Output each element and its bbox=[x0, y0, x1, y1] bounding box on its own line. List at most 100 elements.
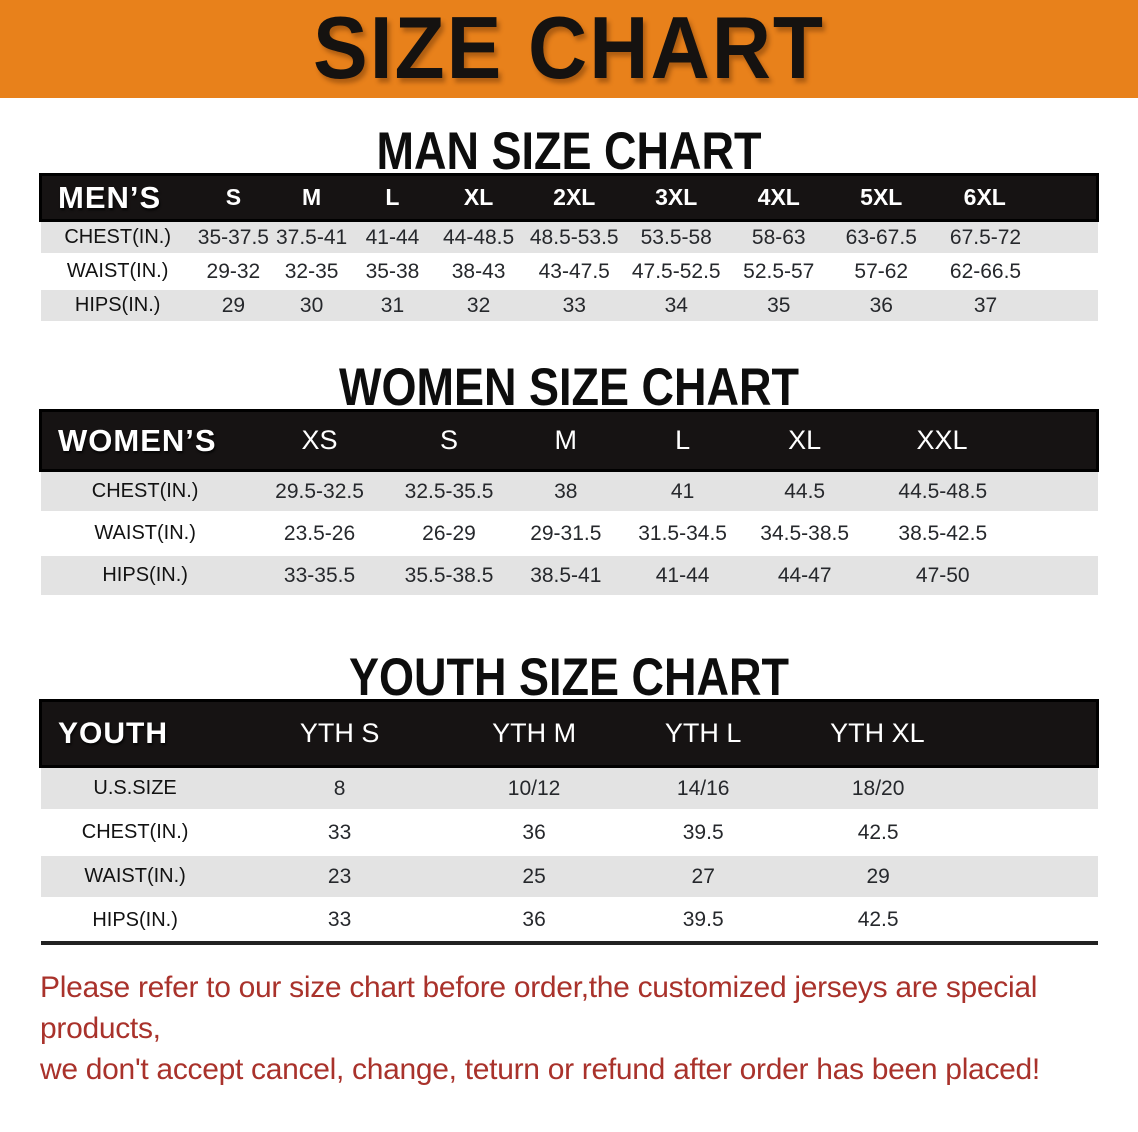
table-header-row: MEN’S S M L XL 2XL 3XL 4XL 5XL 6XL bbox=[38, 173, 1099, 222]
size-cell: 41-44 bbox=[351, 220, 434, 256]
size-cell: 41 bbox=[622, 470, 743, 514]
row-label: WAIST(IN.) bbox=[40, 512, 250, 556]
size-cell: 32 bbox=[433, 288, 524, 324]
size-cell: 43-47.5 bbox=[523, 254, 625, 290]
size-cell: 44.5 bbox=[742, 470, 868, 514]
size-column-header: 5XL bbox=[830, 173, 933, 222]
size-cell: 33 bbox=[229, 810, 450, 856]
banner: SIZE CHART bbox=[0, 0, 1138, 98]
youth-size-table: YOUTH YTH S YTH M YTH L YTH XL U.S.SIZE 8 10/12… bbox=[38, 699, 1099, 945]
size-cell: 42.5 bbox=[787, 810, 1098, 856]
size-cell: 42.5 bbox=[787, 898, 1098, 944]
size-cell: 33 bbox=[229, 898, 450, 944]
size-column-header: 6XL bbox=[932, 173, 1099, 222]
row-label: CHEST(IN.) bbox=[40, 810, 230, 856]
size-cell: 32-35 bbox=[271, 254, 352, 290]
size-cell: 38-43 bbox=[433, 254, 524, 290]
size-cell: 36 bbox=[449, 810, 619, 856]
size-cell: 41-44 bbox=[622, 554, 743, 598]
size-cell: 34 bbox=[624, 288, 728, 324]
size-cell: 35 bbox=[727, 288, 831, 324]
size-cell: 44-48.5 bbox=[433, 220, 524, 256]
order-notice-line2: we don't accept cancel, change, teturn o… bbox=[40, 1053, 1040, 1087]
size-cell: 38.5-41 bbox=[508, 554, 623, 598]
size-cell: 62-66.5 bbox=[932, 254, 1098, 290]
size-cell: 35-38 bbox=[351, 254, 434, 290]
size-cell: 57-62 bbox=[830, 254, 933, 290]
table-header-row: YOUTH YTH S YTH M YTH L YTH XL bbox=[38, 699, 1099, 768]
row-label: CHEST(IN.) bbox=[40, 220, 195, 256]
men-size-table: MEN’S S M L XL 2XL 3XL 4XL 5XL 6XL CHEST(IN.) 35-37… bbox=[38, 173, 1099, 324]
size-cell: 39.5 bbox=[618, 898, 788, 944]
size-cell: 37.5-41 bbox=[271, 220, 352, 256]
size-cell: 47.5-52.5 bbox=[624, 254, 728, 290]
table-row: CHEST(IN.) 33 36 39.5 42.5 bbox=[40, 810, 1098, 856]
size-column-header: S bbox=[389, 409, 509, 472]
size-cell: 36 bbox=[830, 288, 933, 324]
size-column-header: L bbox=[622, 409, 743, 472]
size-column-header: YTH M bbox=[449, 699, 619, 768]
table-row: WAIST(IN.) 29-32 32-35 35-38 38-43 43-47.5 47.… bbox=[40, 254, 1098, 290]
size-cell: 14/16 bbox=[618, 766, 788, 812]
row-label: HIPS(IN.) bbox=[40, 898, 230, 944]
size-column-header: YTH XL bbox=[787, 699, 1099, 768]
size-cell: 63-67.5 bbox=[830, 220, 933, 256]
row-label: WAIST(IN.) bbox=[40, 254, 195, 290]
table-corner-label: MEN’S bbox=[38, 173, 195, 222]
size-cell: 31 bbox=[351, 288, 434, 324]
size-cell: 35.5-38.5 bbox=[389, 554, 509, 598]
table-row: WAIST(IN.) 23 25 27 29 bbox=[40, 854, 1098, 900]
table-row: HIPS(IN.) 33 36 39.5 42.5 bbox=[40, 898, 1098, 944]
size-cell: 47-50 bbox=[867, 554, 1098, 598]
youth-size-chart-heading: YOUTH SIZE CHART bbox=[348, 646, 789, 707]
women-size-table: WOMEN’S XS S M L XL XXL CHEST(IN.) 29.5-32.5 32.5… bbox=[38, 409, 1100, 598]
table-header-row: WOMEN’S XS S M L XL XXL bbox=[38, 409, 1100, 472]
size-cell: 34.5-38.5 bbox=[742, 512, 868, 556]
size-column-header: 4XL bbox=[727, 173, 831, 222]
row-label: U.S.SIZE bbox=[40, 766, 230, 812]
size-cell: 29-31.5 bbox=[508, 512, 623, 556]
size-cell: 8 bbox=[229, 766, 450, 812]
size-cell: 44.5-48.5 bbox=[867, 470, 1098, 514]
size-column-header: S bbox=[194, 173, 272, 222]
size-cell: 38 bbox=[508, 470, 623, 514]
order-notice: Please refer to our size chart before or… bbox=[40, 967, 1100, 1091]
table-row: WAIST(IN.) 23.5-26 26-29 29-31.5 31.5-34.5 34… bbox=[40, 512, 1098, 556]
size-column-header: YTH L bbox=[618, 699, 788, 768]
size-cell: 10/12 bbox=[449, 766, 619, 812]
size-cell: 37 bbox=[932, 288, 1098, 324]
size-cell: 23.5-26 bbox=[249, 512, 390, 556]
size-cell: 25 bbox=[449, 854, 619, 900]
row-label: HIPS(IN.) bbox=[40, 554, 250, 598]
table-row: CHEST(IN.) 35-37.5 37.5-41 41-44 44-48.5 48.5… bbox=[40, 220, 1098, 256]
size-cell: 33 bbox=[523, 288, 625, 324]
size-column-header: M bbox=[508, 409, 623, 472]
table-row: HIPS(IN.) 33-35.5 35.5-38.5 38.5-41 41-44 44-… bbox=[40, 554, 1098, 598]
size-column-header: 3XL bbox=[624, 173, 728, 222]
size-column-header: YTH S bbox=[229, 699, 450, 768]
size-cell: 26-29 bbox=[389, 512, 509, 556]
size-cell: 33-35.5 bbox=[249, 554, 390, 598]
size-cell: 67.5-72 bbox=[932, 220, 1098, 256]
row-label: WAIST(IN.) bbox=[40, 854, 230, 900]
size-cell: 29 bbox=[194, 288, 272, 324]
table-corner-label: WOMEN’S bbox=[38, 409, 250, 472]
row-label: CHEST(IN.) bbox=[40, 470, 250, 514]
size-cell: 44-47 bbox=[742, 554, 868, 598]
row-label: HIPS(IN.) bbox=[40, 288, 195, 324]
size-cell: 29-32 bbox=[194, 254, 272, 290]
size-cell: 53.5-58 bbox=[624, 220, 728, 256]
size-cell: 18/20 bbox=[787, 766, 1098, 812]
table-row: U.S.SIZE 8 10/12 14/16 18/20 bbox=[40, 766, 1098, 812]
size-column-header: M bbox=[271, 173, 352, 222]
size-cell: 30 bbox=[271, 288, 352, 324]
size-cell: 52.5-57 bbox=[727, 254, 831, 290]
banner-title: SIZE CHART bbox=[313, 0, 825, 98]
women-size-chart-heading: WOMEN SIZE CHART bbox=[339, 356, 799, 417]
size-column-header: XS bbox=[249, 409, 390, 472]
size-cell: 29 bbox=[787, 854, 1098, 900]
table-corner-label: YOUTH bbox=[38, 699, 230, 768]
size-cell: 23 bbox=[229, 854, 450, 900]
size-cell: 31.5-34.5 bbox=[622, 512, 743, 556]
